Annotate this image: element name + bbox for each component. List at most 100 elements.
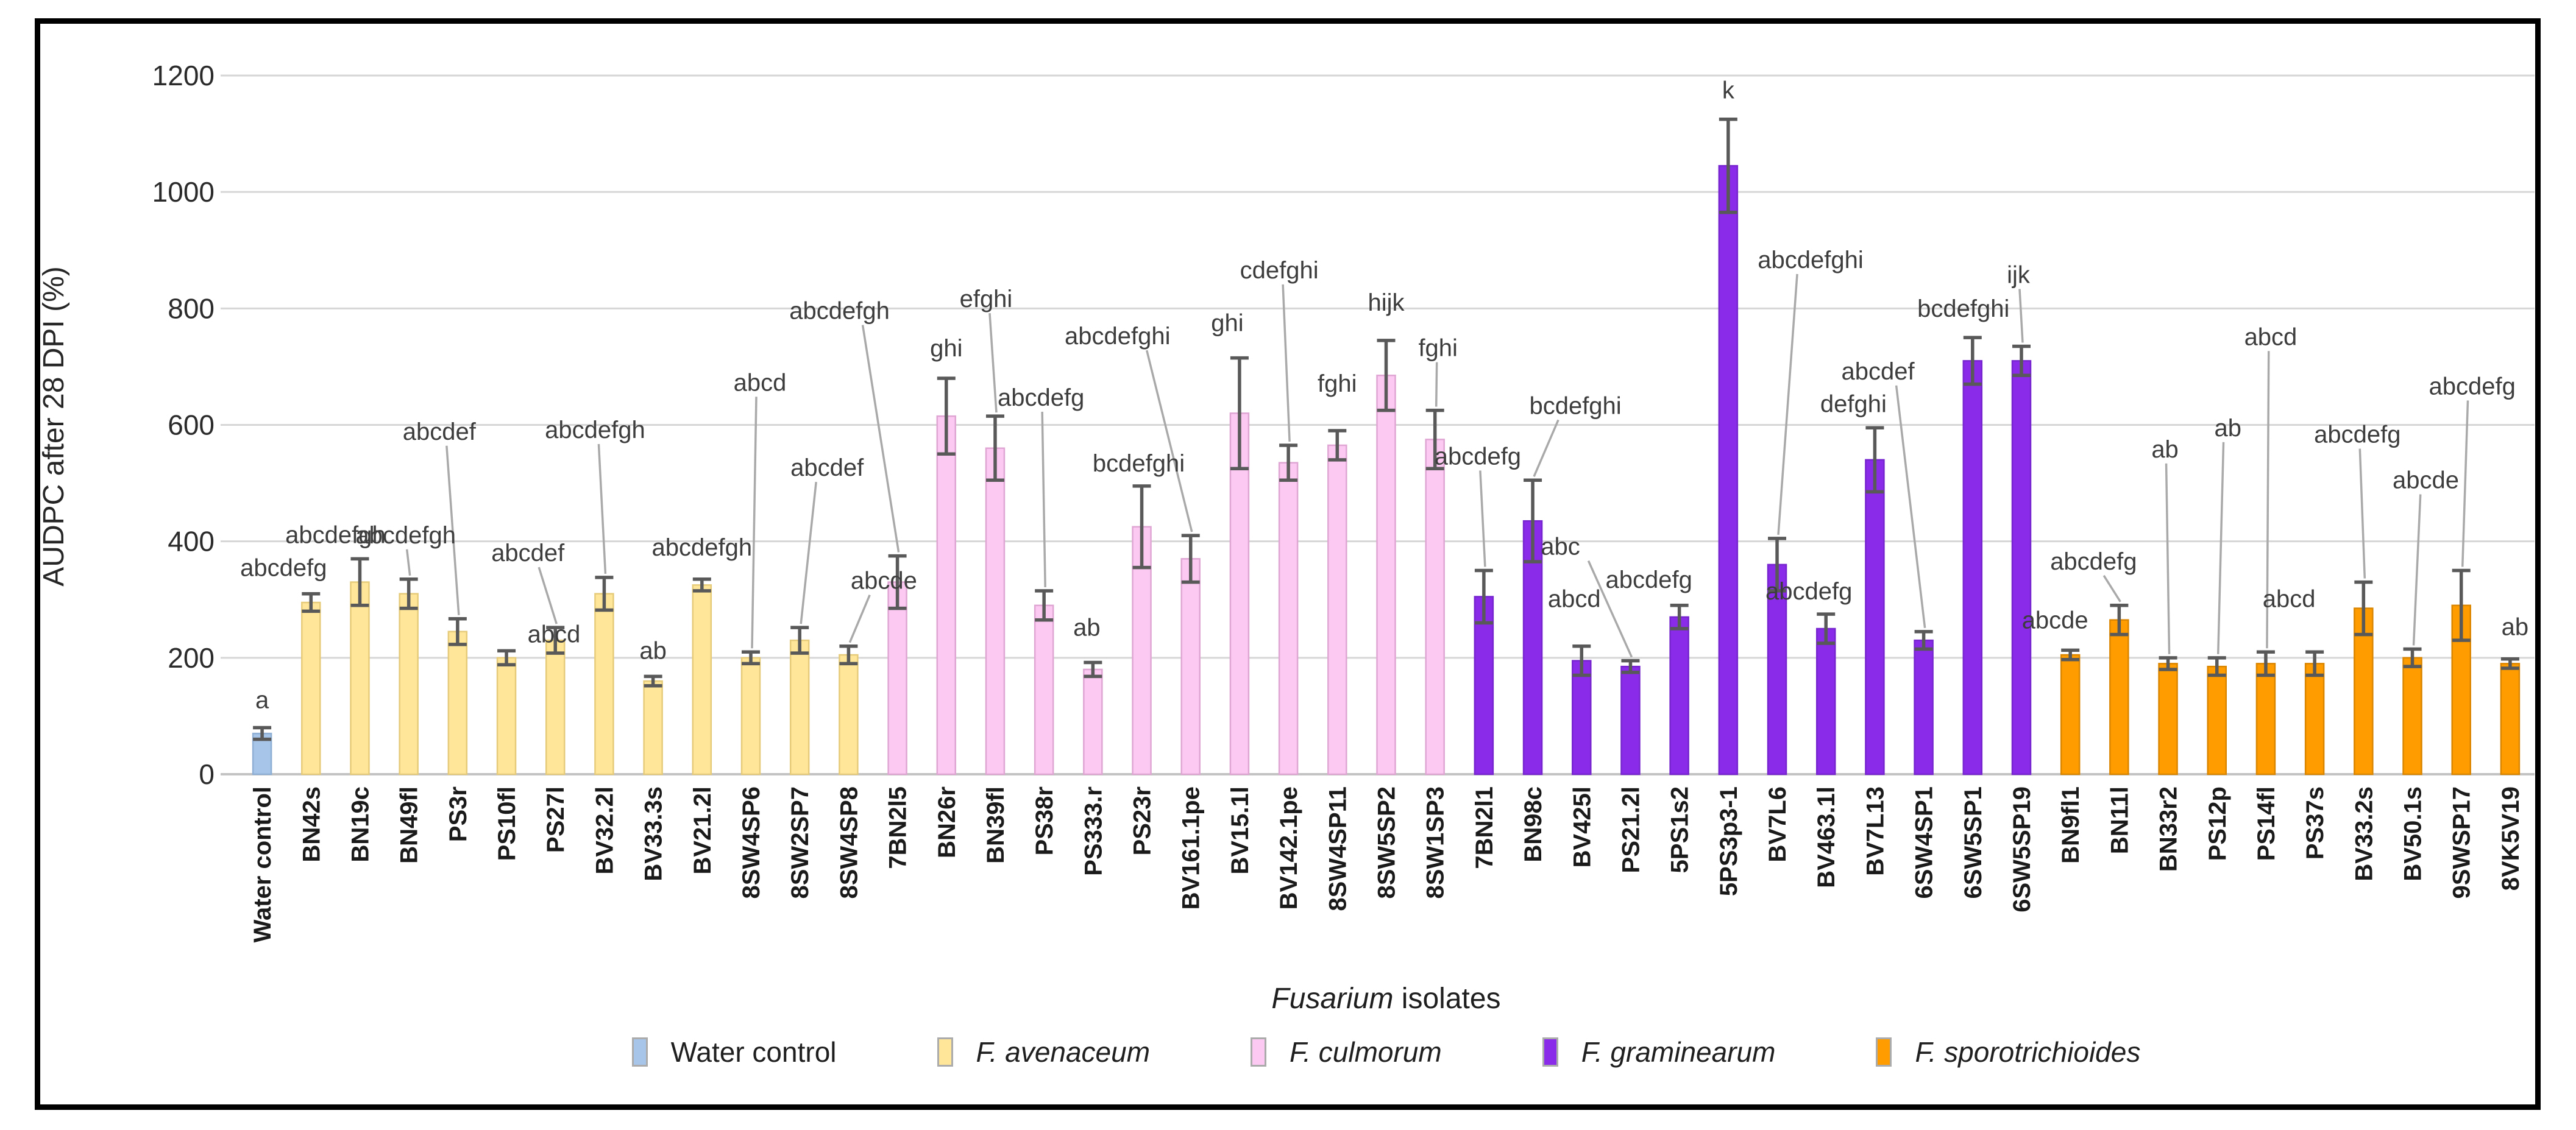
sig-letters: abcdefg (1765, 578, 1852, 605)
x-tick-label: Water control (249, 786, 276, 942)
sig-letters: abcdefg (1435, 443, 1521, 470)
significance-letters-group: aabcdefgabcdefghabcdefghabcdefabcdabcdef… (240, 77, 2528, 714)
error-bar (1719, 117, 1737, 214)
x-tick-label: BV425l (1569, 786, 1595, 867)
y-tick-label: 1200 (152, 60, 215, 91)
legend-swatch (631, 1037, 648, 1067)
bar (1669, 616, 1689, 775)
y-axis-title-text: AUDPC after 28 DPI (%) (37, 266, 70, 587)
x-tick-label: BV7L13 (1862, 786, 1889, 876)
error-bar (839, 644, 858, 666)
x-tick-label: BV463.1l (1813, 786, 1840, 888)
bar (839, 654, 859, 775)
error-bar (2354, 580, 2373, 637)
sig-letters: ghi (1211, 310, 1243, 337)
sig-letters: abcdefghi (1758, 247, 1863, 274)
error-bar (2110, 604, 2129, 637)
leader-line (848, 595, 871, 643)
bar (789, 639, 810, 775)
leader-line (2217, 442, 2225, 654)
error-bar (1817, 612, 1836, 645)
bar (2060, 654, 2081, 775)
sig-letters: bcdefghi (1093, 450, 1185, 477)
error-bar (2159, 656, 2177, 671)
error-bar (2061, 648, 2080, 662)
x-tick-label: PS38r (1031, 786, 1058, 855)
bar (1425, 439, 1445, 775)
leader-line (2018, 289, 2024, 343)
bar (1815, 627, 1836, 775)
sig-letters: ab (639, 637, 667, 664)
error-bar (985, 414, 1004, 482)
legend-label: F. graminearum (1581, 1036, 1776, 1068)
sig-letters: abcdefg (2314, 422, 2400, 448)
bar (1962, 360, 1983, 775)
leader-line (1587, 560, 1633, 658)
y-tick-label: 600 (168, 409, 215, 441)
bar (2207, 665, 2227, 775)
error-bar (2403, 647, 2422, 668)
x-tick-label: BN33r2 (2156, 786, 2182, 872)
x-tick-label: BV33.2s (2351, 786, 2377, 881)
error-bar (1670, 604, 1689, 630)
sig-letters: abcdef (403, 418, 477, 445)
bar (447, 630, 468, 775)
sig-letters: abcdefgh (545, 417, 645, 443)
bar (936, 415, 957, 775)
leader-lines-group (405, 274, 2469, 658)
bar (594, 593, 614, 775)
error-bar (1914, 630, 1933, 651)
error-bar (1377, 339, 1396, 412)
error-bar (1865, 426, 1884, 494)
x-tick-label: BV7L6 (1764, 786, 1791, 863)
sig-letters: abcdefg (2429, 373, 2516, 400)
error-bar (2452, 568, 2471, 642)
bar (2011, 360, 2032, 775)
x-tick-label: PS23r (1129, 786, 1156, 855)
bar (399, 593, 419, 775)
legend: Water control F. avenaceum F. culmorum F. g… (238, 1036, 2535, 1068)
x-tick-label: PS12p (2204, 786, 2231, 861)
error-bar (546, 626, 565, 655)
bar (1180, 558, 1201, 775)
bar (1865, 459, 1885, 775)
sig-letters: abcd (528, 621, 581, 648)
x-axis-title-italic: Fusarium (1271, 983, 1394, 1015)
error-bar (497, 649, 516, 667)
error-bar (1425, 408, 1444, 470)
x-tick-label: BN39fl (982, 786, 1009, 864)
error-bar (2207, 656, 2226, 677)
sig-letters: abcdefg (1605, 567, 1692, 593)
x-tick-label: 8SW4SP11 (1324, 786, 1351, 911)
sig-letters: abc (1541, 534, 1580, 560)
sig-letters: defghi (1820, 390, 1887, 417)
legend-label: Water control (670, 1036, 837, 1068)
bar (2500, 663, 2521, 775)
x-tick-label: PS333.r (1080, 786, 1107, 876)
legend-swatch (1542, 1037, 1558, 1067)
y-tick-label: 200 (168, 642, 215, 674)
sig-letters: abcde (851, 568, 917, 595)
sig-letters: ab (2502, 614, 2529, 641)
x-tick-label: PS14fl (2253, 786, 2280, 861)
bar (1914, 639, 1934, 775)
leader-line (597, 443, 607, 574)
error-bar (1230, 356, 1249, 470)
x-tick-label: BV15.1l (1227, 786, 1254, 875)
error-bar (742, 650, 761, 666)
leader-line (1533, 419, 1559, 477)
x-tick-label: PS10fl (494, 786, 520, 861)
error-bar (1572, 644, 1591, 677)
sig-letters: k (1722, 77, 1735, 104)
error-bar (1084, 660, 1102, 679)
x-tick-label: PS27l (542, 786, 569, 853)
bar (496, 657, 517, 775)
y-tick-label: 0 (199, 758, 215, 790)
error-bar (790, 626, 809, 655)
error-bar (937, 376, 956, 456)
error-bar (253, 726, 272, 741)
bar (1718, 164, 1739, 775)
x-tick-label: 8SW5SP2 (1374, 786, 1400, 899)
sig-letters: abcde (2393, 467, 2459, 493)
legend-item-f-avenaceum: F. avenaceum (937, 1036, 1150, 1068)
